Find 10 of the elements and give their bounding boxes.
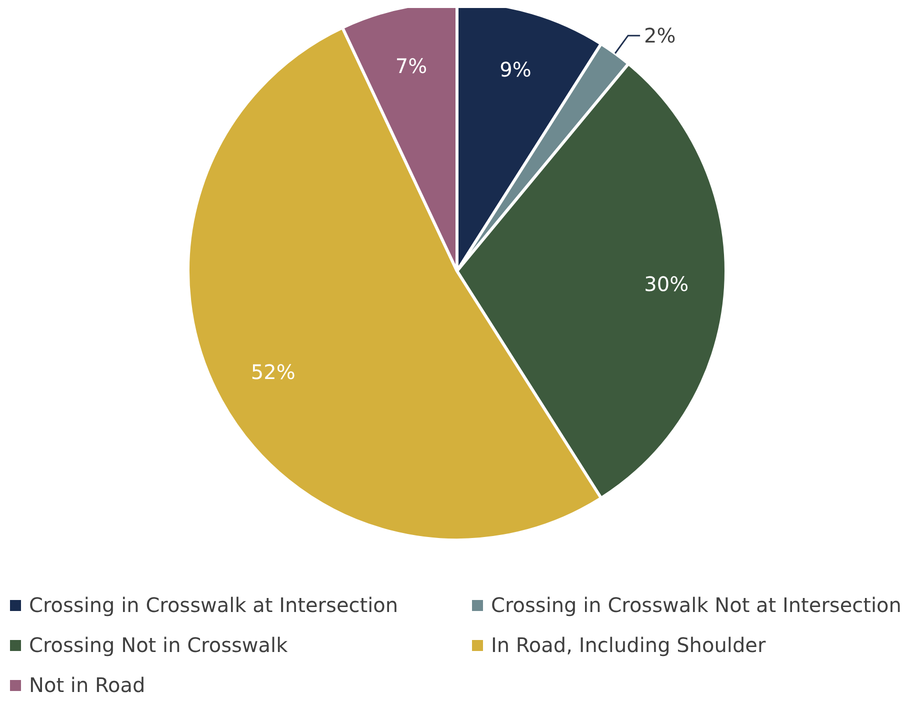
legend-label: Crossing in Crosswalk Not at Intersection	[491, 593, 902, 617]
data-label: 52%	[250, 360, 296, 384]
data-label: 7%	[395, 54, 428, 78]
data-label: 30%	[644, 272, 689, 296]
legend-label: Crossing Not in Crosswalk	[29, 633, 288, 657]
data-label: 9%	[500, 58, 532, 82]
legend-label: Not in Road	[29, 673, 146, 697]
data-label: 2%	[644, 24, 676, 48]
legend-label: In Road, Including Shoulder	[491, 633, 766, 657]
legend-label: Crossing in Crosswalk at Intersection	[29, 593, 398, 617]
